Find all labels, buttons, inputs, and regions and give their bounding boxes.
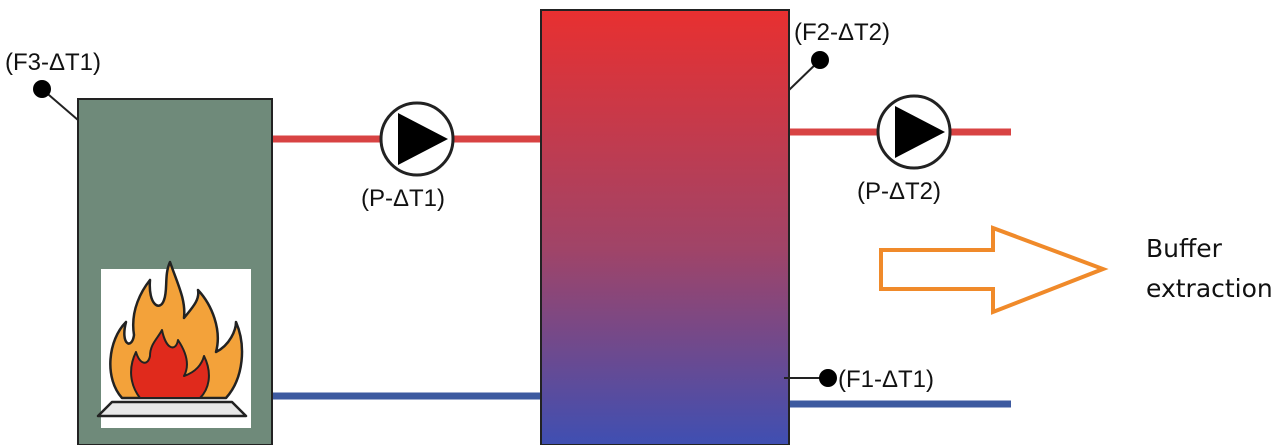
boiler-sensor-label: (F3-ΔT1) (5, 49, 101, 76)
buffer-extraction-note: Buffer extraction (1146, 229, 1273, 309)
note-line-1: Buffer (1146, 234, 1222, 263)
sensor-dot-icon (784, 369, 837, 387)
output-pump-label: (P-ΔT2) (857, 178, 941, 205)
note-line-2: extraction (1146, 274, 1273, 303)
sensor-dot-icon (788, 51, 829, 91)
hollow-arrow-icon (879, 225, 1109, 315)
fire-icon (96, 260, 248, 418)
pump-icon (379, 101, 455, 177)
boiler (77, 98, 273, 445)
sensor-dot-icon (33, 80, 79, 121)
tank-top-sensor-label: (F2-ΔT2) (794, 19, 890, 46)
tank-bottom-sensor-label: (F1-ΔT1) (838, 366, 934, 393)
boiler-pump-label: (P-ΔT1) (361, 185, 445, 212)
pump-icon (876, 94, 952, 170)
buffer-tank (540, 9, 790, 445)
